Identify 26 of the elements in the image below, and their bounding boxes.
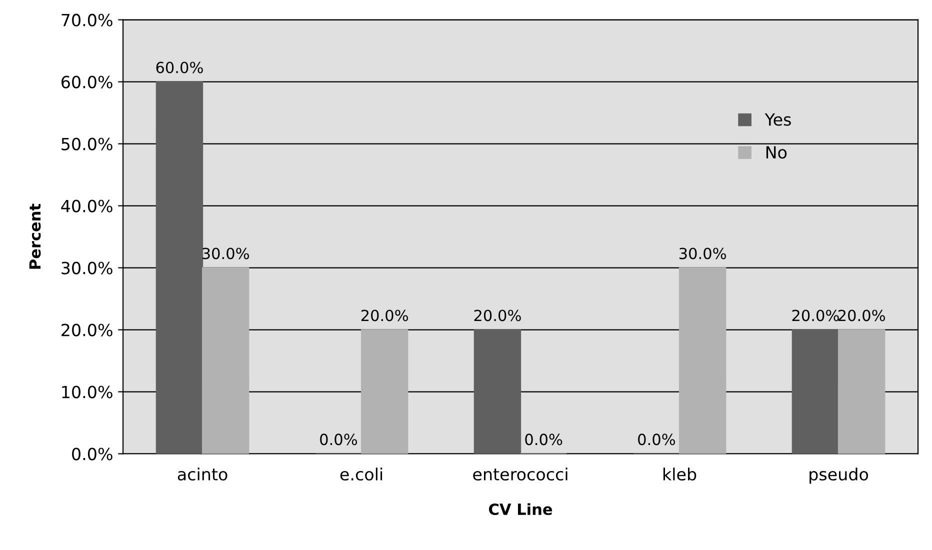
data-label: 20.0% bbox=[474, 310, 521, 322]
y-tick-label: 60.0% bbox=[62, 76, 112, 88]
x-tick-label: kleb bbox=[663, 468, 696, 481]
x-axis-title: CV Line bbox=[489, 503, 552, 516]
y-tick-label: 50.0% bbox=[62, 138, 112, 150]
y-tick-label: 30.0% bbox=[62, 262, 112, 274]
data-label: 0.0% bbox=[638, 434, 676, 446]
data-label: 30.0% bbox=[679, 248, 726, 260]
y-tick-label: 10.0% bbox=[62, 386, 112, 398]
data-label: 0.0% bbox=[320, 434, 358, 446]
data-label: 0.0% bbox=[525, 434, 562, 446]
x-tick-label: acinto bbox=[178, 468, 228, 481]
y-tick-label: 20.0% bbox=[62, 324, 112, 336]
x-tick-label: e.coli bbox=[340, 468, 382, 481]
x-tick-label: enterococci bbox=[473, 468, 568, 481]
y-tick-label: 70.0% bbox=[62, 14, 112, 26]
y-axis-title: Percent bbox=[29, 204, 41, 269]
data-label: 20.0% bbox=[792, 310, 839, 322]
y-tick-label: 0.0% bbox=[72, 448, 112, 460]
data-label: 20.0% bbox=[361, 310, 408, 322]
data-label: 60.0% bbox=[156, 62, 203, 74]
y-tick-label: 40.0% bbox=[61, 200, 112, 212]
legend-label: Yes bbox=[764, 113, 791, 126]
legend-label: No bbox=[766, 146, 787, 159]
data-label: 20.0% bbox=[838, 310, 885, 322]
x-tick-label: pseudo bbox=[810, 468, 868, 484]
